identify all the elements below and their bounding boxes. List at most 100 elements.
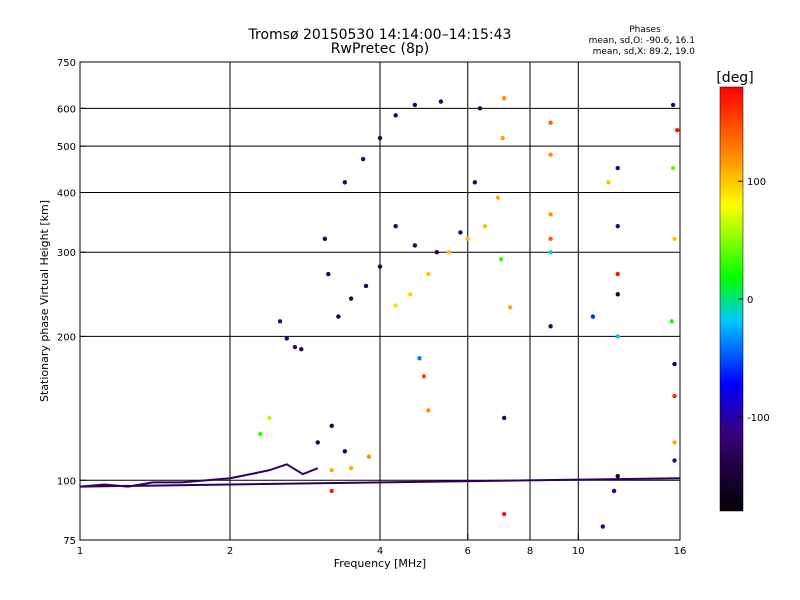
data-point [472, 180, 478, 185]
data-point [426, 408, 431, 413]
data-point [258, 431, 263, 437]
data-point [342, 180, 348, 185]
data-point [412, 243, 418, 248]
data-point [670, 165, 676, 171]
data-point [458, 230, 463, 235]
data-point [336, 314, 341, 319]
colorbar-tick-label: 100 [747, 177, 766, 188]
data-point [615, 334, 620, 339]
data-point [348, 465, 354, 471]
data-point [590, 314, 596, 319]
data-point [615, 473, 620, 479]
data-point [672, 458, 677, 463]
data-point [292, 344, 298, 350]
stats-header: Phases [629, 25, 661, 35]
data-point [412, 102, 418, 108]
data-point [615, 224, 620, 229]
x-tick-label: 2 [227, 546, 233, 557]
x-tick-label: 4 [377, 546, 383, 557]
data-point [501, 511, 507, 517]
x-tick-label: 16 [674, 546, 687, 557]
data-point [393, 113, 398, 118]
stats-line-x: mean, sd,X: 89.2, 19.0 [593, 47, 696, 57]
data-point [267, 415, 272, 421]
y-axis-label: Stationary phase Virtual Height [km] [38, 200, 51, 402]
data-point [669, 319, 674, 324]
data-point [284, 336, 289, 341]
x-tick-label: 1 [77, 546, 83, 557]
data-point [507, 305, 513, 310]
data-point [322, 236, 328, 242]
data-point [393, 224, 398, 229]
trace-line [79, 477, 681, 488]
data-point [342, 449, 348, 454]
data-point [421, 374, 427, 379]
data-point [329, 467, 334, 473]
y-tick-label: 100 [57, 476, 76, 487]
colorbar-tick-label: 0 [747, 295, 753, 306]
y-tick-label: 600 [57, 104, 76, 115]
data-point [377, 135, 383, 141]
colorbar-tick-label: -100 [747, 413, 770, 424]
data-point [611, 488, 617, 494]
data-point [606, 180, 611, 185]
y-tick-label: 75 [63, 536, 76, 547]
x-tick-label: 6 [465, 546, 471, 557]
chart-subtitle: RwPretec (8p) [331, 41, 429, 57]
data-point [360, 156, 366, 162]
data-point [348, 296, 354, 301]
data-point [482, 224, 488, 229]
y-tick-label: 500 [57, 142, 76, 153]
data-point [363, 283, 369, 289]
data-point [465, 236, 470, 242]
y-tick-label: 200 [57, 332, 76, 343]
data-point [446, 250, 452, 255]
x-axis-label: Frequency [MHz] [334, 557, 426, 570]
data-point [366, 454, 372, 459]
data-point [315, 440, 320, 445]
x-axis-ticks: 1 2 4 6 8 10 16 [77, 534, 687, 557]
data-point [495, 195, 501, 200]
data-point [615, 165, 620, 171]
data-point [393, 303, 398, 308]
data-point [434, 250, 439, 255]
data-point [672, 440, 677, 445]
grid-lines [80, 62, 680, 540]
data-point [299, 347, 304, 352]
data-point [548, 250, 553, 255]
y-axis-ticks: 75 100 200 300 400 500 600 750 [57, 58, 86, 547]
y-tick-label: 300 [57, 248, 76, 259]
data-point [672, 361, 677, 367]
colorbar-label: [deg] [716, 70, 753, 86]
data-point [501, 415, 507, 421]
data-point [477, 106, 483, 111]
y-tick-label: 750 [57, 58, 76, 69]
data-point [408, 292, 413, 297]
data-point [498, 257, 504, 262]
data-point [277, 319, 283, 324]
stats-line-o: mean, sd,O: -90.6, 16.1 [589, 36, 695, 46]
data-point [675, 127, 680, 133]
data-point [548, 212, 553, 217]
chart-title: Tromsø 20150530 14:14:00–14:15:43 [248, 27, 512, 43]
colorbar-ticks: 100 0 -100 [738, 177, 770, 424]
data-point [548, 120, 553, 125]
data-point [615, 292, 620, 297]
data-point [548, 324, 553, 329]
x-tick-label: 10 [572, 546, 585, 557]
x-tick-label: 8 [527, 546, 533, 557]
data-point [500, 135, 505, 141]
data-point [329, 423, 334, 429]
data-point [672, 236, 677, 242]
data-point [417, 356, 422, 361]
data-point [548, 152, 553, 157]
data-points [79, 95, 681, 529]
data-point [501, 95, 507, 101]
data-point [548, 236, 553, 242]
data-point [329, 488, 334, 494]
data-point [326, 271, 331, 277]
data-point [426, 271, 431, 277]
data-point [615, 271, 620, 277]
data-point [670, 102, 676, 108]
